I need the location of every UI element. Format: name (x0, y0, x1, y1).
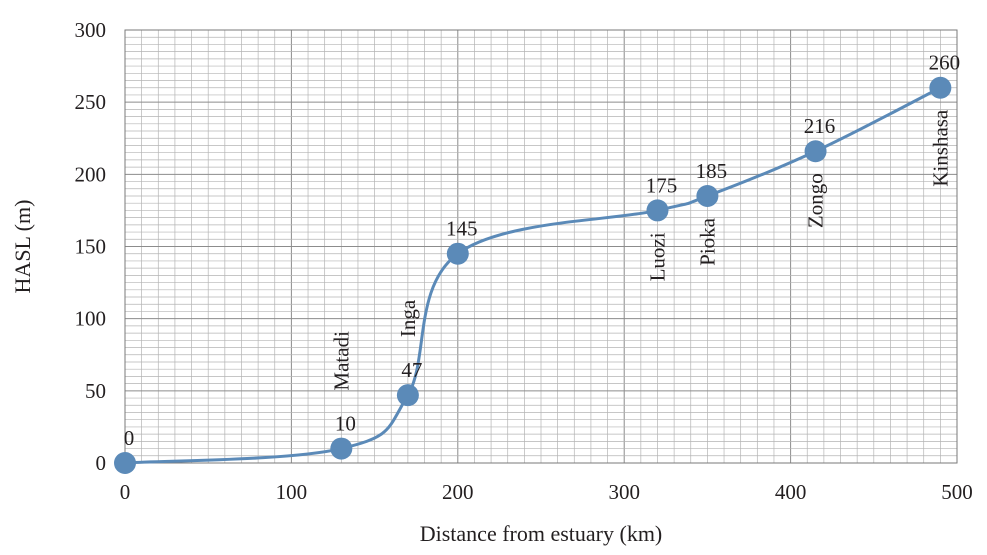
place-label: Matadi (329, 331, 353, 391)
place-labels: Matadi Inga Luozi Pioka Zongo Kinshasa (329, 109, 952, 390)
y-tick-label: 250 (75, 90, 107, 114)
data-point (929, 76, 952, 99)
y-axis-title: HASL (m) (10, 200, 35, 294)
data-label: 260 (929, 51, 961, 75)
data-markers (114, 76, 952, 474)
data-label: 0 (124, 426, 135, 450)
x-tick-label: 0 (120, 480, 131, 504)
data-label: 175 (646, 173, 678, 197)
data-point (446, 242, 469, 265)
y-tick-label: 0 (96, 451, 107, 475)
data-label: 185 (696, 159, 728, 183)
x-axis-title: Distance from estuary (km) (420, 521, 663, 546)
data-point (396, 384, 419, 407)
x-tick-label: 100 (276, 480, 308, 504)
x-tick-label: 300 (608, 480, 640, 504)
x-axis-ticks: 0 100 200 300 400 500 (120, 480, 973, 504)
data-label: 10 (335, 412, 356, 436)
place-label: Inga (396, 299, 420, 337)
data-point (696, 184, 719, 207)
y-axis-ticks: 0 50 100 150 200 250 300 (75, 18, 107, 475)
place-label: Pioka (695, 217, 719, 266)
plot-area-border (124, 29, 958, 464)
place-label: Luozi (645, 232, 669, 281)
y-tick-label: 200 (75, 162, 107, 186)
place-label: Zongo (804, 173, 828, 228)
x-tick-label: 400 (775, 480, 807, 504)
data-point (114, 452, 136, 474)
data-label: 47 (401, 358, 422, 382)
y-tick-label: 150 (75, 235, 107, 259)
data-label: 216 (804, 114, 836, 138)
x-tick-label: 500 (941, 480, 973, 504)
data-point (646, 199, 669, 222)
data-labels: 0 10 47 145 175 185 216 260 (124, 51, 960, 450)
data-point (330, 437, 353, 460)
gridlines (124, 29, 958, 464)
data-label: 145 (446, 217, 478, 241)
x-tick-label: 200 (442, 480, 474, 504)
place-label: Kinshasa (928, 109, 952, 187)
y-tick-label: 50 (85, 379, 106, 403)
data-point (804, 140, 827, 163)
y-tick-label: 100 (75, 307, 107, 331)
y-tick-label: 300 (75, 18, 107, 42)
